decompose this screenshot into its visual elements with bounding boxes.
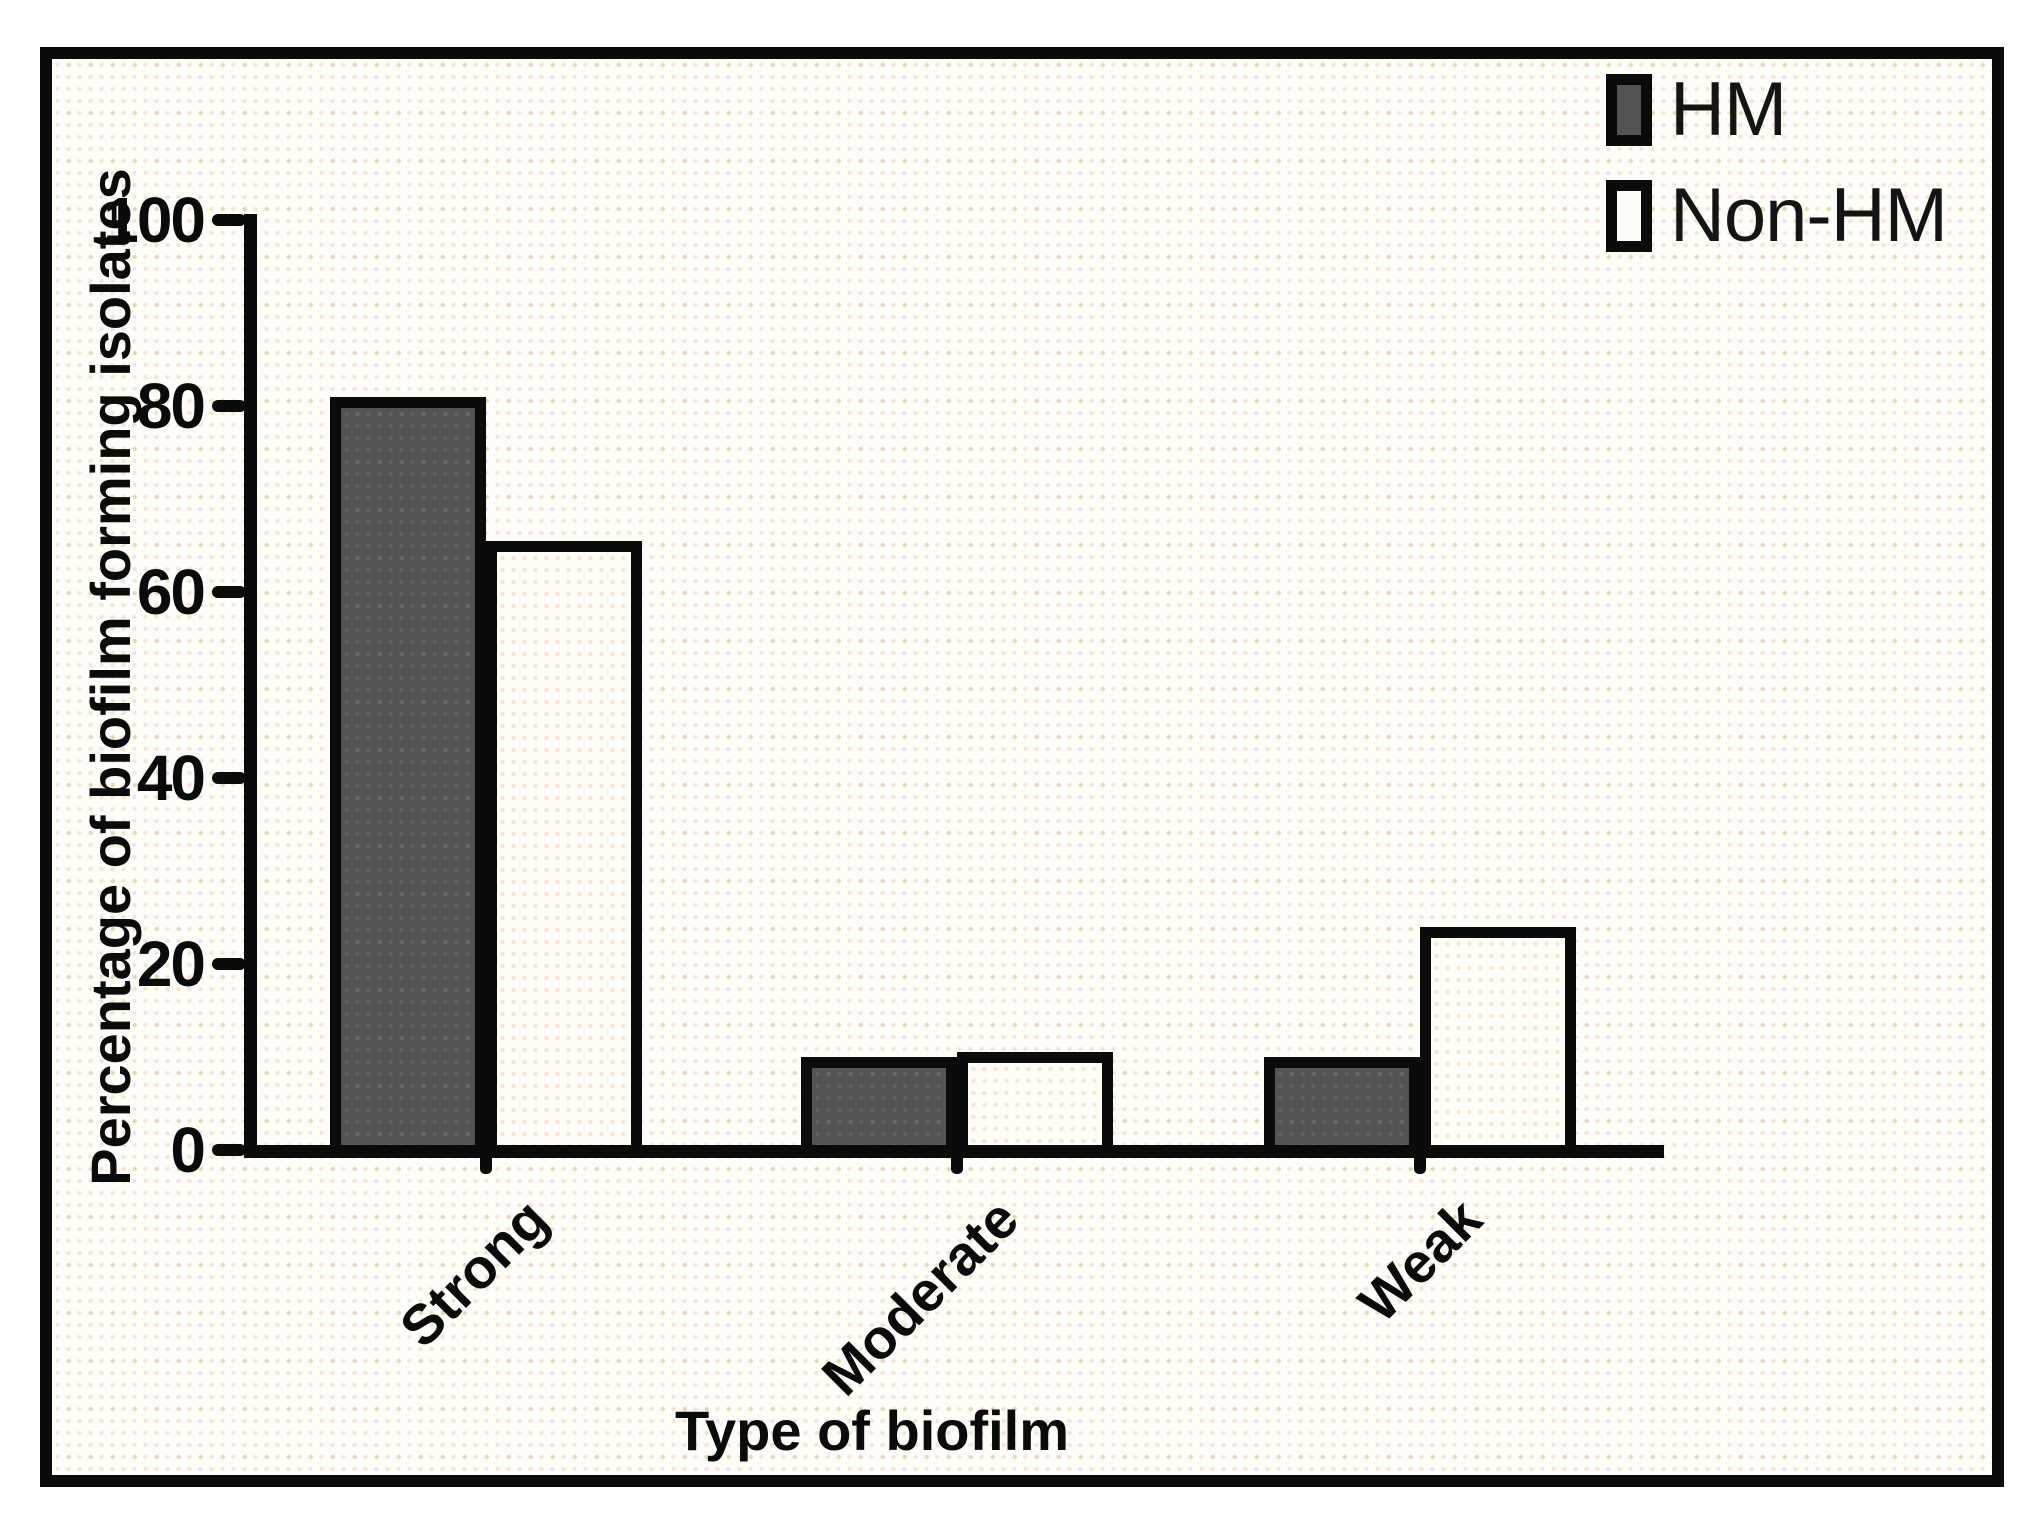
y-axis-tick-label-60: 60: [136, 556, 206, 628]
bar-hm-strong: [330, 397, 486, 1158]
y-axis-tick-100: [212, 214, 246, 226]
bar-nonhm-strong: [486, 541, 642, 1158]
y-axis-tick-40: [212, 772, 246, 784]
legend-item-hm: HM: [1606, 70, 1947, 150]
x-axis-category-label-strong: Strong: [387, 1186, 560, 1359]
x-axis-category-label-weak: Weak: [1345, 1186, 1494, 1334]
bar-nonhm-moderate: [957, 1052, 1113, 1158]
y-axis-tick-20: [212, 958, 246, 970]
legend-label-nonhm: Non-HM: [1670, 173, 1948, 258]
y-axis-tick-label-80: 80: [136, 370, 206, 442]
y-axis-tick-label-40: 40: [136, 742, 206, 814]
x-axis-category-label-moderate: Moderate: [809, 1186, 1031, 1408]
y-axis-tick-80: [212, 400, 246, 412]
y-axis-line: [244, 214, 257, 1158]
bar-nonhm-weak: [1420, 927, 1576, 1158]
y-axis-tick-0: [212, 1144, 246, 1156]
figure-frame: [40, 47, 2004, 1487]
legend-swatch-hm-icon: [1606, 74, 1652, 146]
y-axis-tick-label-100: 100: [103, 184, 206, 256]
legend-label-hm: HM: [1670, 67, 1787, 152]
legend-item-nonhm: Non-HM: [1606, 173, 1948, 258]
bar-hm-moderate: [801, 1057, 957, 1158]
y-axis-tick-60: [212, 586, 246, 598]
legend: HM Non-HM: [1606, 70, 1948, 258]
legend-swatch-nonhm-icon: [1606, 180, 1652, 252]
y-axis-tick-label-20: 20: [136, 928, 206, 1000]
x-axis-title: Type of biofilm: [674, 1399, 1070, 1462]
bar-hm-weak: [1264, 1057, 1420, 1158]
y-axis-tick-label-0: 0: [170, 1114, 206, 1186]
x-axis-line: [244, 1145, 1664, 1158]
